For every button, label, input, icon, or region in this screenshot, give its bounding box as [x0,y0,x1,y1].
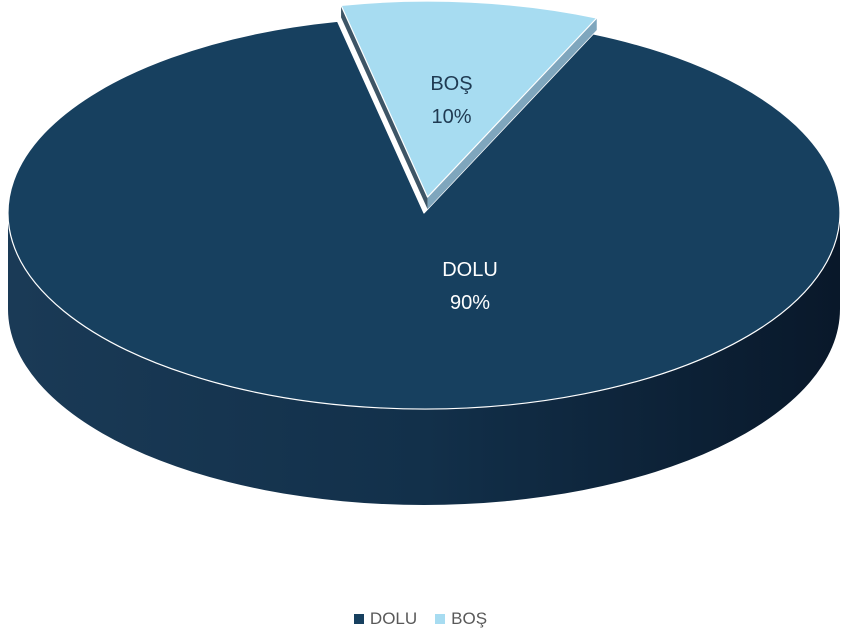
legend-label-dolu: DOLU [369,609,418,628]
pie-chart: DOLU 90% BOŞ 10% [7,0,841,505]
chart-legend: DOLU BOŞ [0,604,841,634]
pie-side-dolu [8,213,840,505]
legend-swatch-dolu [353,614,364,624]
data-label-dolu-name: DOLU [442,259,498,281]
pie-slice-bos [340,0,598,198]
pie-side-bos-right [427,18,597,210]
legend-label-bos: BOŞ [451,609,488,628]
data-label-bos-percent: 10% [431,106,471,128]
data-label-dolu-percent: 90% [450,292,490,314]
legend-swatch-bos [435,614,446,624]
pie-side-bos-left [341,5,428,210]
pie-slice-dolu [7,20,841,410]
legend-item-dolu: DOLU [353,609,418,629]
legend-item-bos: BOŞ [435,609,487,629]
pie-chart-svg: DOLU 90% BOŞ 10% [7,0,841,505]
data-label-bos-name: BOŞ [430,73,472,95]
